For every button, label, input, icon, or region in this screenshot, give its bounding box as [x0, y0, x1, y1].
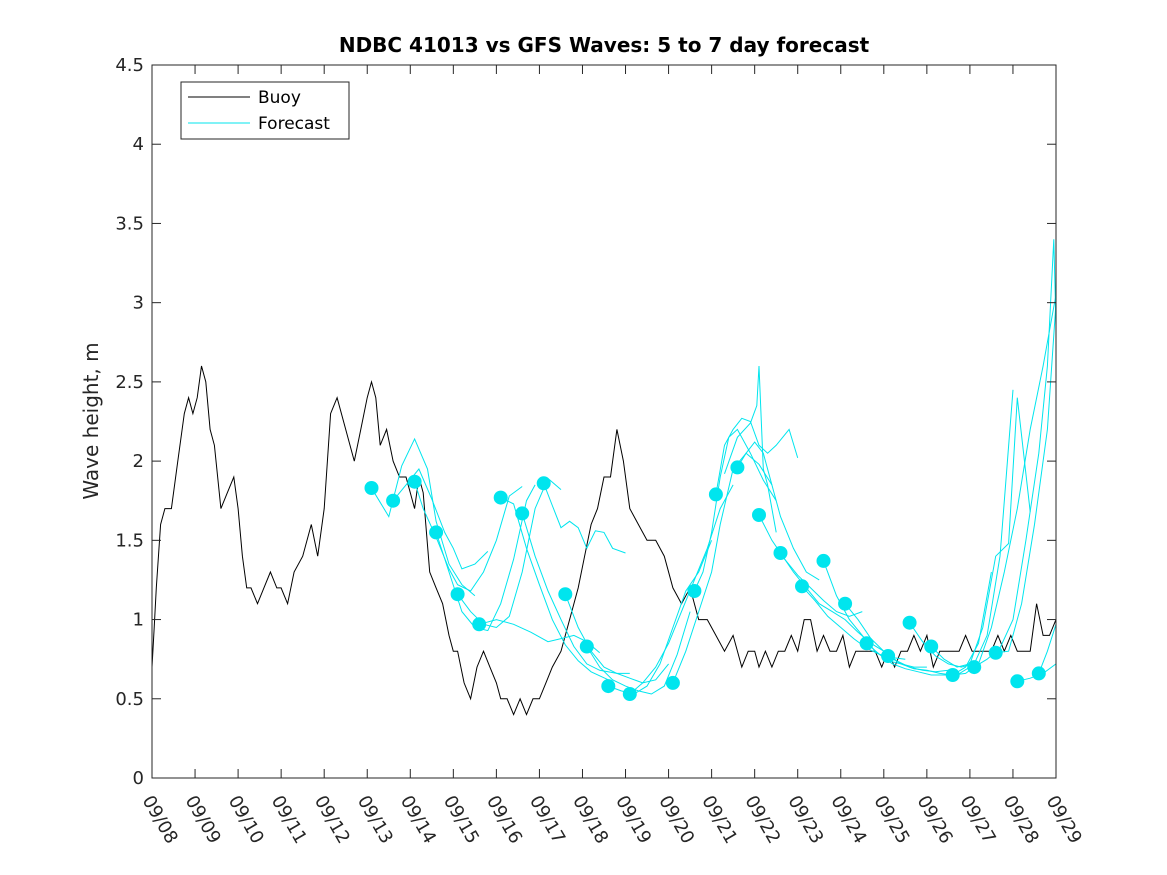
y-tick-labels: 0 0.5 1 1.5 2 2.5 3 3.5 4 4.5: [115, 55, 144, 789]
forecast-marker-12: [622, 687, 637, 701]
forecast-marker-16: [730, 460, 745, 475]
forecast-marker-13: [665, 675, 680, 690]
y-tick-label-8: 4: [133, 134, 144, 155]
forecast-series-group: [371, 239, 1057, 695]
forecast-marker-14: [687, 584, 702, 598]
legend-box: [180, 81, 350, 140]
forecast-marker-19: [795, 579, 809, 594]
y-tick-label-2: 1: [133, 610, 144, 631]
forecast-marker-9: [558, 587, 573, 602]
forecast-marker-24: [902, 615, 917, 630]
forecast-line-9: [564, 594, 669, 684]
y-tick-label-1: 0.5: [115, 689, 144, 710]
forecast-marker-2: [407, 474, 422, 489]
forecast-marker-23: [881, 649, 896, 663]
y-tick-label-0: 0: [133, 768, 144, 789]
forecast-marker-5: [472, 617, 487, 632]
y-tick-label-4: 2: [133, 451, 144, 472]
forecast-marker-26: [945, 668, 960, 682]
plot-frame: [151, 64, 1057, 779]
forecast-marker-17: [752, 508, 766, 522]
forecast-marker-0: [364, 481, 379, 495]
forecast-line-5: [479, 619, 601, 654]
forecast-line-7: [521, 513, 630, 674]
forecast-marker-7: [515, 506, 530, 521]
buoy-series: [151, 365, 1057, 716]
forecast-line-12: [629, 484, 734, 695]
legend: Buoy Forecast: [180, 81, 350, 140]
forecast-marker-11: [601, 679, 616, 694]
forecast-marker-30: [1031, 666, 1046, 681]
forecast-marker-1: [386, 493, 401, 508]
plot-area: [152, 65, 1056, 778]
forecast-line-17: [724, 365, 777, 533]
forecast-markers: [364, 460, 1046, 701]
forecast-line-18: [758, 514, 863, 617]
forecast-marker-4: [450, 587, 465, 602]
forecast-line-13: [672, 452, 773, 684]
y-tick-label-9: 4.5: [115, 55, 144, 76]
forecast-marker-25: [924, 639, 939, 654]
forecast-marker-20: [816, 553, 831, 568]
forecast-line-15: [715, 417, 799, 495]
forecast-marker-27: [967, 660, 982, 675]
forecast-marker-6: [493, 490, 508, 505]
forecast-marker-8: [536, 476, 551, 491]
y-tick-label-7: 3.5: [115, 213, 144, 234]
legend-forecast-label: Forecast: [258, 114, 330, 134]
axis-ticks: [151, 64, 1057, 779]
forecast-marker-29: [1010, 674, 1025, 689]
y-axis-label: Wave height, m: [79, 342, 103, 499]
chart-title: NDBC 41013 vs GFS Waves: 5 to 7 day fore…: [339, 33, 870, 57]
y-tick-label-5: 2.5: [115, 372, 144, 393]
forecast-marker-22: [859, 636, 874, 651]
forecast-marker-21: [838, 596, 853, 611]
forecast-marker-3: [429, 525, 444, 540]
forecast-line-29: [995, 302, 1057, 654]
forecast-marker-15: [708, 487, 723, 502]
buoy-line: [151, 365, 1057, 716]
forecast-line-2: [414, 481, 523, 592]
forecast-line-16: [736, 441, 820, 581]
forecast-line-31: [1038, 624, 1057, 674]
y-tick-label-6: 3: [133, 293, 144, 314]
forecast-marker-28: [988, 645, 1003, 660]
forecast-marker-10: [579, 639, 594, 654]
legend-buoy-label: Buoy: [258, 88, 301, 108]
forecast-line-8: [543, 483, 626, 554]
forecast-line-26: [930, 397, 1031, 668]
y-tick-label-3: 1.5: [115, 530, 144, 551]
forecast-marker-18: [773, 546, 788, 560]
